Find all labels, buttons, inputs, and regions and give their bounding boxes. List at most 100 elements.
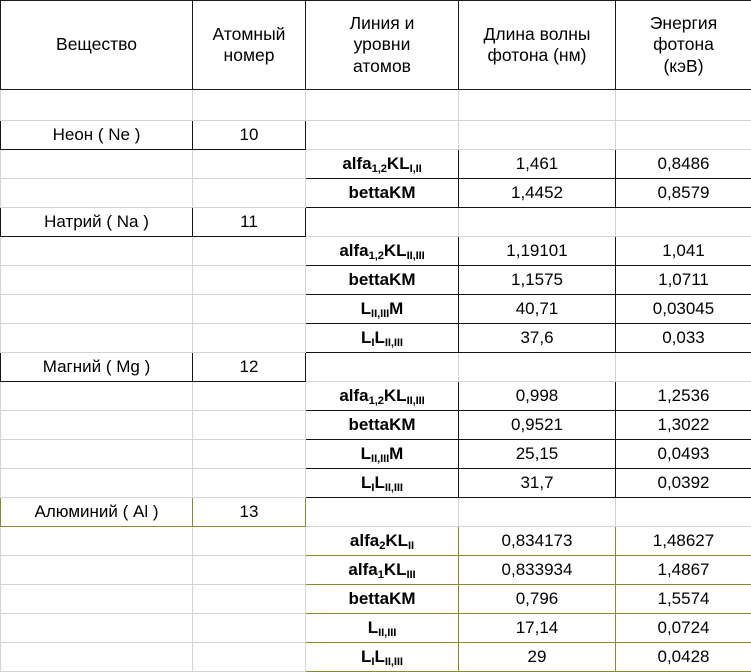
- header-energy-line3: (кэВ): [663, 56, 703, 76]
- empty-atomic-number-cell: [193, 527, 306, 556]
- energy-cell: 0,8486: [616, 150, 751, 179]
- spacer-cell: [306, 90, 459, 121]
- header-energy: Энергия фотона (кэВ): [616, 1, 751, 90]
- line-label-cell: LILII,III: [306, 324, 459, 353]
- empty-atomic-number-cell: [193, 324, 306, 353]
- element-row: Натрий ( Na )11: [1, 208, 751, 237]
- atomic-number-cell: 11: [193, 208, 306, 237]
- empty-atomic-number-cell: [193, 382, 306, 411]
- empty-substance-cell: [1, 324, 193, 353]
- element-name-cell: Магний ( Mg ): [1, 353, 193, 382]
- wavelength-cell: 1,461: [459, 150, 616, 179]
- line-label-cell: LII,IIIM: [306, 295, 459, 324]
- wavelength-cell: 0,796: [459, 585, 616, 614]
- header-substance-label: Вещество: [56, 34, 137, 54]
- empty-atomic-number-cell: [193, 411, 306, 440]
- energy-cell: 0,03045: [616, 295, 751, 324]
- line-label-cell: alfa1,2KLII,III: [306, 382, 459, 411]
- empty-atomic-number-cell: [193, 179, 306, 208]
- energy-cell: 1,041: [616, 237, 751, 266]
- header-energy-line1: Энергия: [650, 13, 717, 33]
- wavelength-cell: 1,19101: [459, 237, 616, 266]
- empty-substance-cell: [1, 556, 193, 585]
- table-header: Вещество Атомный номер Линия и уровни ат…: [1, 1, 751, 90]
- element-name-cell: Алюминий ( Al ): [1, 498, 193, 527]
- energy-cell: 1,3022: [616, 411, 751, 440]
- energy-cell: 1,4867: [616, 556, 751, 585]
- line-label-cell: alfa1,2KLII,III: [306, 237, 459, 266]
- empty-line-cell: [306, 208, 459, 237]
- header-row: Вещество Атомный номер Линия и уровни ат…: [1, 1, 751, 90]
- empty-energy-cell: [616, 208, 751, 237]
- line-label-cell: LILII,III: [306, 469, 459, 498]
- empty-substance-cell: [1, 527, 193, 556]
- empty-substance-cell: [1, 150, 193, 179]
- wavelength-cell: 29: [459, 643, 616, 672]
- header-atomic-number: Атомный номер: [193, 1, 306, 90]
- atomic-number-cell: 10: [193, 121, 306, 150]
- wavelength-cell: 25,15: [459, 440, 616, 469]
- empty-wavelength-cell: [459, 353, 616, 382]
- header-line-line1: Линия и: [350, 13, 415, 33]
- line-label-cell: bettaKM: [306, 266, 459, 295]
- empty-atomic-number-cell: [193, 440, 306, 469]
- energy-cell: 0,0392: [616, 469, 751, 498]
- line-label-cell: bettaKM: [306, 411, 459, 440]
- empty-atomic-number-cell: [193, 585, 306, 614]
- atomic-number-cell: 12: [193, 353, 306, 382]
- empty-substance-cell: [1, 643, 193, 672]
- header-line: Линия и уровни атомов: [306, 1, 459, 90]
- header-line-line2: уровни: [354, 34, 411, 54]
- spacer-cell: [459, 90, 616, 121]
- energy-cell: 1,5574: [616, 585, 751, 614]
- line-label-cell: alfa2KLII: [306, 527, 459, 556]
- line-label-cell: LILII,III: [306, 643, 459, 672]
- element-row: Неон ( Ne )10: [1, 121, 751, 150]
- empty-line-cell: [306, 121, 459, 150]
- energy-cell: 0,0493: [616, 440, 751, 469]
- energy-cell: 1,0711: [616, 266, 751, 295]
- header-wavelength-line2: фотона (нм): [488, 45, 587, 65]
- wavelength-cell: 1,1575: [459, 266, 616, 295]
- empty-atomic-number-cell: [193, 237, 306, 266]
- empty-substance-cell: [1, 614, 193, 643]
- empty-substance-cell: [1, 585, 193, 614]
- spacer-cell: [193, 90, 306, 121]
- empty-line-cell: [306, 353, 459, 382]
- energy-cell: 0,0724: [616, 614, 751, 643]
- header-atomic-number-line1: Атомный: [213, 24, 286, 44]
- line-label-cell: alfa1,2KLI,II: [306, 150, 459, 179]
- empty-atomic-number-cell: [193, 643, 306, 672]
- empty-substance-cell: [1, 266, 193, 295]
- empty-atomic-number-cell: [193, 295, 306, 324]
- spacer-cell: [1, 90, 193, 121]
- header-wavelength-line1: Длина волны: [484, 24, 591, 44]
- wavelength-cell: 40,71: [459, 295, 616, 324]
- empty-substance-cell: [1, 440, 193, 469]
- empty-atomic-number-cell: [193, 469, 306, 498]
- wavelength-cell: 0,834173: [459, 527, 616, 556]
- spacer-row-top: [1, 90, 751, 121]
- empty-substance-cell: [1, 237, 193, 266]
- energy-cell: 1,48627: [616, 527, 751, 556]
- empty-substance-cell: [1, 295, 193, 324]
- header-substance: Вещество: [1, 1, 193, 90]
- energy-cell: 0,0428: [616, 643, 751, 672]
- empty-substance-cell: [1, 179, 193, 208]
- wavelength-cell: 0,9521: [459, 411, 616, 440]
